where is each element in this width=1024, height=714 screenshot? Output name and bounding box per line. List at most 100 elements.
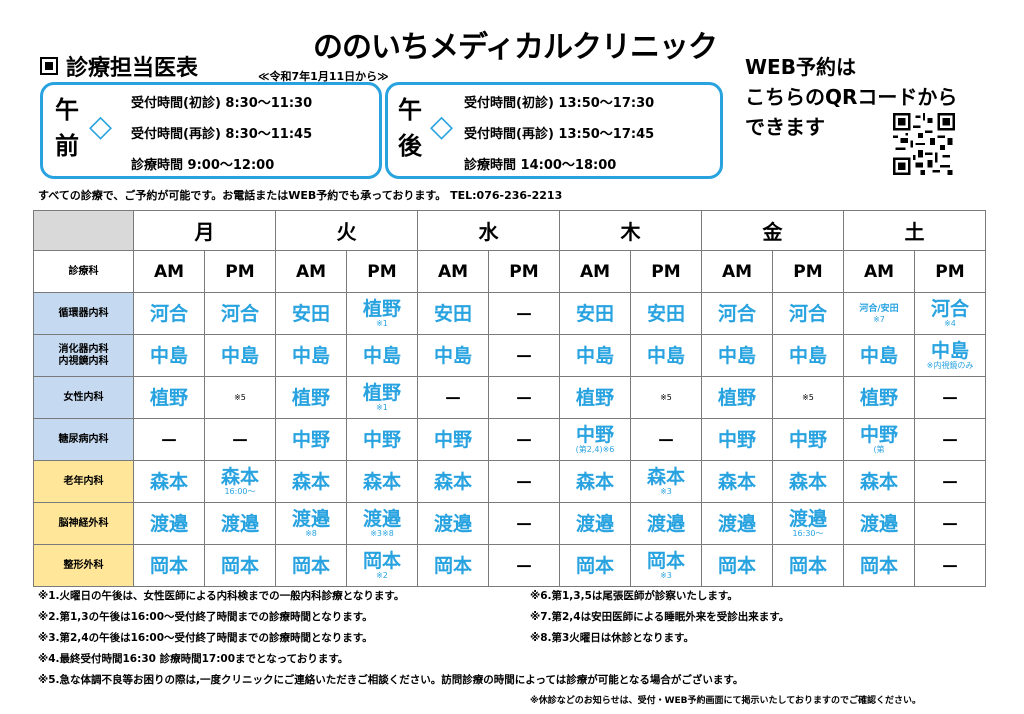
doctor-name: 岡本 — [362, 550, 401, 572]
pm-header: PM — [488, 250, 560, 293]
schedule-cell: 渡邉 ※8 — [275, 502, 347, 545]
table-row: 女性内科 植野 ※5 植野 植野 ※1 －－植野 ※5 植野 ※5 植野－ — [33, 376, 986, 419]
schedule-cell: － — [488, 418, 560, 461]
schedule-cell: 岡本 ※3 — [630, 544, 702, 587]
doctor-name: 植野 — [362, 298, 401, 320]
schedule-cell: 中野 — [417, 418, 489, 461]
footnote: ※3.第2,4の午後は16:00～受付終了時間までの診療時間となります。 — [38, 632, 373, 644]
doctor-name: 中野 — [788, 428, 827, 451]
afternoon-line-3: 診療時間 14:00～18:00 — [464, 158, 617, 173]
schedule-cell: 安田 — [275, 292, 347, 335]
schedule-cell: 森本 — [275, 460, 347, 503]
footnote-last: ※休診などのお知らせは、受付・WEB予約画面にて掲示いたしておりますのでご確認く… — [530, 696, 921, 706]
schedule-cell: 岡本 — [701, 544, 773, 587]
pm-header: PM — [914, 250, 986, 293]
schedule-cell: 安田 — [559, 292, 631, 335]
doctor-name: 中島 — [291, 344, 330, 367]
no-service-dash: － — [231, 430, 249, 452]
schedule-cell: － — [488, 460, 560, 503]
schedule-cell: 中島 — [417, 334, 489, 377]
cell-note: 16:30～ — [792, 529, 824, 538]
doctor-name: 岡本 — [575, 554, 614, 577]
no-service-dash: － — [941, 430, 959, 452]
doctor-name: 岡本 — [433, 554, 472, 577]
schedule-cell: 中島 — [843, 334, 915, 377]
doctor-name: 岡本 — [291, 554, 330, 577]
schedule-cell: 河合 — [701, 292, 773, 335]
morning-line-3: 診療時間 9:00～12:00 — [131, 158, 275, 173]
department-name: 脳神経外科 — [33, 502, 134, 545]
schedule-cell: － — [488, 334, 560, 377]
schedule-cell: 森本 — [843, 460, 915, 503]
no-service-dash: － — [515, 556, 533, 578]
schedule-cell: ※5 — [204, 376, 276, 419]
doctor-name: 植野 — [291, 386, 330, 409]
no-service-dash: － — [941, 514, 959, 536]
no-service-dash: － — [941, 472, 959, 494]
cell-note: ※2 — [376, 571, 388, 580]
doctor-name: 岡本 — [646, 550, 685, 572]
schedule-cell: 森本 — [346, 460, 418, 503]
morning-line-2: 受付時間(再診) 8:30～11:45 — [131, 127, 313, 142]
doctor-name: 河合 — [220, 302, 259, 325]
cell-note: ※3 — [660, 487, 672, 496]
doctor-name: 中島 — [220, 344, 259, 367]
schedule-cell: 渡邉 — [133, 502, 205, 545]
doctor-name: 渡邉 — [575, 512, 614, 535]
schedule-title-text: 診療担当医表 — [66, 56, 199, 81]
doctor-name: 河合 — [717, 302, 756, 325]
day-header: 土 — [843, 210, 986, 251]
schedule-cell: 渡邉 — [417, 502, 489, 545]
doctor-name: 森本 — [433, 470, 472, 493]
am-header: AM — [843, 250, 915, 293]
schedule-cell: 植野 — [275, 376, 347, 419]
doctor-name: 岡本 — [220, 554, 259, 577]
schedule-cell: 岡本 — [843, 544, 915, 587]
schedule-cell: － — [488, 502, 560, 545]
pm-header: PM — [630, 250, 702, 293]
doctor-name: 森本 — [220, 466, 259, 488]
schedule-cell: 植野 — [559, 376, 631, 419]
department-name: 糖尿病内科 — [33, 418, 134, 461]
doctor-name: 安田 — [646, 302, 685, 325]
doctor-name: 渡邉 — [646, 512, 685, 535]
doctor-name: 中島 — [575, 344, 614, 367]
doctor-name: 中野 — [291, 428, 330, 451]
schedule-cell: － — [914, 544, 986, 587]
schedule-cell: 植野 ※1 — [346, 376, 418, 419]
schedule-cell: 岡本 — [275, 544, 347, 587]
doctor-name: 河合 — [930, 298, 969, 320]
pm-header: PM — [772, 250, 844, 293]
doctor-name: 中島 — [433, 344, 472, 367]
doctor-name: 森本 — [291, 470, 330, 493]
schedule-cell: 植野 — [701, 376, 773, 419]
no-service-dash: － — [515, 514, 533, 536]
schedule-cell: － — [914, 418, 986, 461]
schedule-cell: 中島 ※内視鏡のみ — [914, 334, 986, 377]
schedule-cell: － — [417, 376, 489, 419]
cell-note: ※1 — [376, 403, 388, 412]
doctor-name: 中島 — [717, 344, 756, 367]
footnote: ※1.火曜日の午後は、女性医師による内科検までの一般内科診療となります。 — [38, 590, 405, 602]
doctor-name: 中野 — [362, 428, 401, 451]
schedule-cell: 中野 (第 — [843, 418, 915, 461]
cell-note: ※5 — [234, 393, 246, 402]
schedule-cell: 河合 — [772, 292, 844, 335]
schedule-cell: 森本 — [701, 460, 773, 503]
schedule-cell: 河合 — [133, 292, 205, 335]
no-service-dash: － — [515, 304, 533, 326]
doctor-name: 森本 — [149, 470, 188, 493]
afternoon-line-1: 受付時間(初診) 13:50～17:30 — [464, 96, 655, 111]
department-name: 老年内科 — [33, 460, 134, 503]
dept-column-header: 診療科 — [33, 250, 134, 293]
schedule-cell: 植野 — [133, 376, 205, 419]
doctor-name: 渡邉 — [149, 512, 188, 535]
schedule-cell: － — [914, 502, 986, 545]
schedule-cell: 中島 — [204, 334, 276, 377]
cell-note: ※内視鏡のみ — [926, 361, 974, 370]
schedule-cell: 岡本 — [772, 544, 844, 587]
doctor-name: 中島 — [859, 344, 898, 367]
qr-code[interactable] — [893, 113, 955, 175]
doctor-name: 植野 — [717, 386, 756, 409]
doctor-name: 安田 — [291, 302, 330, 325]
